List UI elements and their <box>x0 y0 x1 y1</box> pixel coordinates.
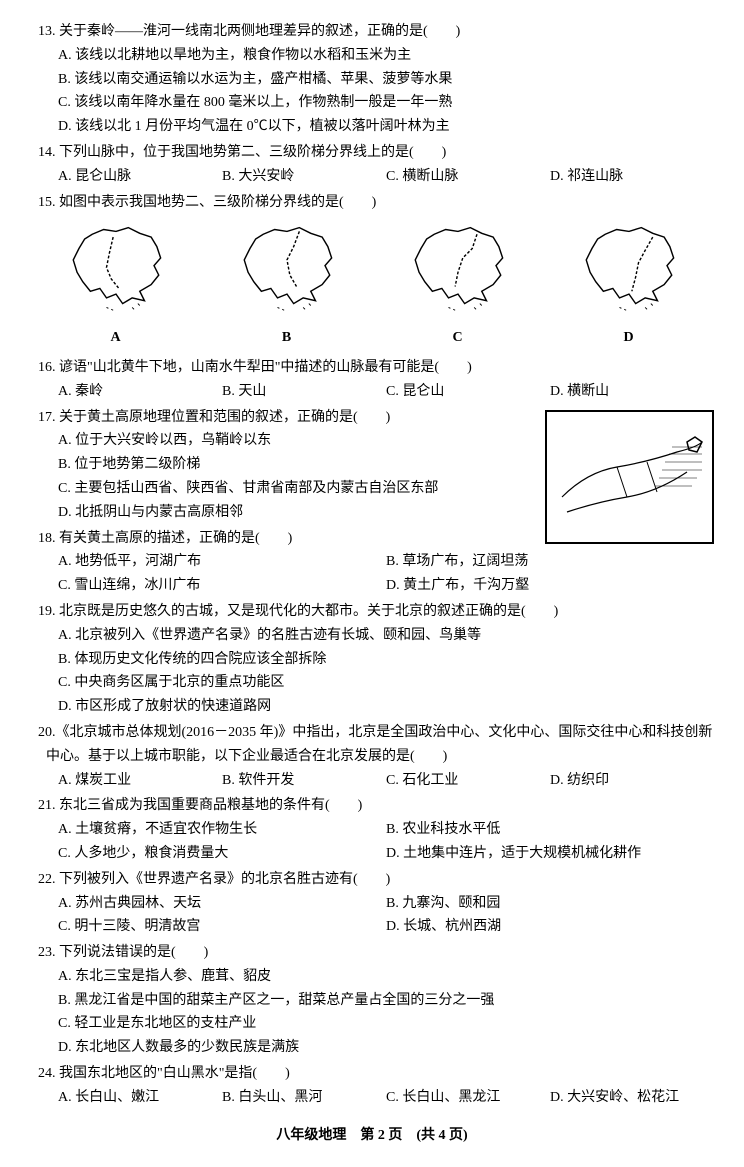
q23-opt-a: A. 东北三宝是指人参、鹿茸、貂皮 <box>58 965 714 989</box>
question-19: 19. 北京既是历史悠久的古城，又是现代化的大都市。关于北京的叙述正确的是( )… <box>30 600 714 719</box>
q15-label-a: A <box>33 326 197 350</box>
q20-opt-b: B. 软件开发 <box>222 769 386 793</box>
q14-opt-a: A. 昆仑山脉 <box>58 165 222 189</box>
question-20: 20.《北京城市总体规划(2016－2035 年)》中指出，北京是全国政治中心、… <box>30 721 714 792</box>
q22-opt-a: A. 苏州古典园林、天坛 <box>58 892 386 916</box>
q15-map-c: C <box>375 220 539 350</box>
q24-opt-d: D. 大兴安岭、松花江 <box>550 1086 714 1110</box>
q23-opt-b: B. 黑龙江省是中国的甜菜主产区之一，甜菜总产量占全国的三分之一强 <box>58 989 714 1013</box>
page-footer: 八年级地理 第 2 页 (共 4 页) <box>30 1124 714 1148</box>
q13-stem: 13. 关于秦岭——淮河一线南北两侧地理差异的叙述，正确的是( ) <box>38 20 714 44</box>
q14-opt-b: B. 大兴安岭 <box>222 165 386 189</box>
q21-opt-d: D. 土地集中连片，适于大规模机械化耕作 <box>386 842 714 866</box>
q22-stem: 22. 下列被列入《世界遗产名录》的北京名胜古迹有( ) <box>38 868 714 892</box>
q13-opt-a: A. 该线以北耕地以旱地为主，粮食作物以水稻和玉米为主 <box>58 44 714 68</box>
q18-opt-d: D. 黄土广布，千沟万壑 <box>386 574 714 598</box>
q21-opt-c: C. 人多地少，粮食消费量大 <box>58 842 386 866</box>
q24-opt-a: A. 长白山、嫩江 <box>58 1086 222 1110</box>
q23-stem: 23. 下列说法错误的是( ) <box>38 941 714 965</box>
q21-opt-b: B. 农业科技水平低 <box>386 818 714 842</box>
china-map-icon <box>574 220 684 315</box>
q24-opt-b: B. 白头山、黑河 <box>222 1086 386 1110</box>
q19-opt-a: A. 北京被列入《世界遗产名录》的名胜古迹有长城、颐和园、鸟巢等 <box>58 624 714 648</box>
china-map-icon <box>61 220 171 315</box>
q14-opt-c: C. 横断山脉 <box>386 165 550 189</box>
question-15: 15. 如图中表示我国地势二、三级阶梯分界线的是( ) A B <box>30 191 714 350</box>
q24-stem: 24. 我国东北地区的"白山黑水"是指( ) <box>38 1062 714 1086</box>
q15-map-d: D <box>546 220 710 350</box>
q15-label-d: D <box>546 326 710 350</box>
q20-opt-a: A. 煤炭工业 <box>58 769 222 793</box>
q16-opt-b: B. 天山 <box>222 380 386 404</box>
q18-opt-c: C. 雪山连绵，冰川广布 <box>58 574 386 598</box>
q24-opt-c: C. 长白山、黑龙江 <box>386 1086 550 1110</box>
q21-stem: 21. 东北三省成为我国重要商品粮基地的条件有( ) <box>38 794 714 818</box>
question-24: 24. 我国东北地区的"白山黑水"是指( ) A. 长白山、嫩江 B. 白头山、… <box>30 1062 714 1110</box>
china-map-icon <box>403 220 513 315</box>
q16-stem: 16. 谚语"山北黄牛下地，山南水牛犁田"中描述的山脉最有可能是( ) <box>38 356 714 380</box>
q20-stem: 20.《北京城市总体规划(2016－2035 年)》中指出，北京是全国政治中心、… <box>38 721 714 769</box>
q22-opt-d: D. 长城、杭州西湖 <box>386 915 714 939</box>
q19-stem: 19. 北京既是历史悠久的古城，又是现代化的大都市。关于北京的叙述正确的是( ) <box>38 600 714 624</box>
question-23: 23. 下列说法错误的是( ) A. 东北三宝是指人参、鹿茸、貂皮 B. 黑龙江… <box>30 941 714 1060</box>
q13-opt-c: C. 该线以南年降水量在 800 毫米以上，作物熟制一般是一年一熟 <box>58 91 714 115</box>
question-13: 13. 关于秦岭——淮河一线南北两侧地理差异的叙述，正确的是( ) A. 该线以… <box>30 20 714 139</box>
q19-opt-d: D. 市区形成了放射状的快速道路网 <box>58 695 714 719</box>
q18-opt-a: A. 地势低平，河湖广布 <box>58 550 386 574</box>
q14-stem: 14. 下列山脉中，位于我国地势第二、三级阶梯分界线上的是( ) <box>38 141 714 165</box>
q16-opt-a: A. 秦岭 <box>58 380 222 404</box>
q15-maps-row: A B C D <box>30 220 714 350</box>
q15-map-b: B <box>204 220 368 350</box>
question-14: 14. 下列山脉中，位于我国地势第二、三级阶梯分界线上的是( ) A. 昆仑山脉… <box>30 141 714 189</box>
china-map-icon <box>232 220 342 315</box>
q15-label-b: B <box>204 326 368 350</box>
q22-opt-c: C. 明十三陵、明清故宫 <box>58 915 386 939</box>
q23-opt-d: D. 东北地区人数最多的少数民族是满族 <box>58 1036 714 1060</box>
q16-opt-d: D. 横断山 <box>550 380 714 404</box>
q20-opt-c: C. 石化工业 <box>386 769 550 793</box>
q15-label-c: C <box>375 326 539 350</box>
q13-opt-d: D. 该线以北 1 月份平均气温在 0℃以下，植被以落叶阔叶林为主 <box>58 115 714 139</box>
q13-opt-b: B. 该线以南交通运输以水运为主，盛产柑橘、苹果、菠萝等水果 <box>58 68 714 92</box>
q14-opt-d: D. 祁连山脉 <box>550 165 714 189</box>
loess-plateau-map-icon <box>545 410 714 544</box>
q18-opt-b: B. 草场广布，辽阔坦荡 <box>386 550 714 574</box>
question-21: 21. 东北三省成为我国重要商品粮基地的条件有( ) A. 土壤贫瘠，不适宜农作… <box>30 794 714 865</box>
q19-opt-c: C. 中央商务区属于北京的重点功能区 <box>58 671 714 695</box>
q15-map-a: A <box>33 220 197 350</box>
q16-opt-c: C. 昆仑山 <box>386 380 550 404</box>
question-22: 22. 下列被列入《世界遗产名录》的北京名胜古迹有( ) A. 苏州古典园林、天… <box>30 868 714 939</box>
q22-opt-b: B. 九寨沟、颐和园 <box>386 892 714 916</box>
question-16: 16. 谚语"山北黄牛下地，山南水牛犁田"中描述的山脉最有可能是( ) A. 秦… <box>30 356 714 404</box>
q15-stem: 15. 如图中表示我国地势二、三级阶梯分界线的是( ) <box>38 191 714 215</box>
q20-opt-d: D. 纺织印 <box>550 769 714 793</box>
q21-opt-a: A. 土壤贫瘠，不适宜农作物生长 <box>58 818 386 842</box>
q19-opt-b: B. 体现历史文化传统的四合院应该全部拆除 <box>58 648 714 672</box>
q23-opt-c: C. 轻工业是东北地区的支柱产业 <box>58 1012 714 1036</box>
